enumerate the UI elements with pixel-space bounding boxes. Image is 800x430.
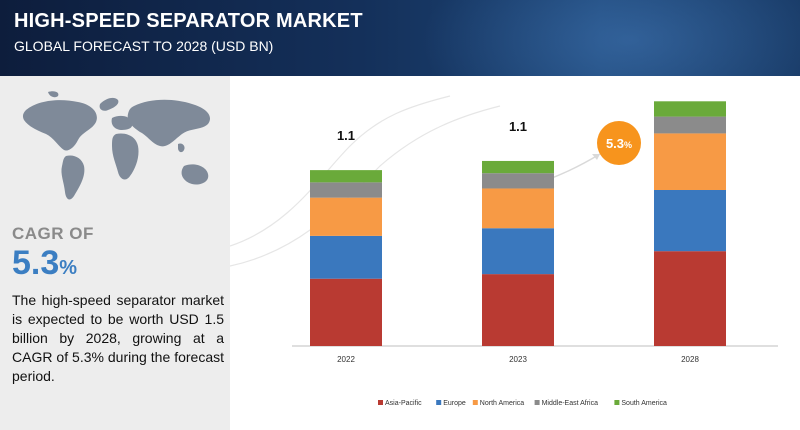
page-subtitle: GLOBAL FORECAST TO 2028 (USD BN): [14, 38, 274, 54]
legend-swatch-middle-east-africa: [534, 400, 540, 405]
growth-arrow-head: [592, 154, 600, 160]
chart-legend: Asia-Pacific Europe North America Middle-Ea…: [378, 400, 667, 407]
bar-2023-south-america: [482, 160, 554, 174]
legend-label-asia-pacific: Asia-Pacific: [385, 400, 422, 407]
cagr-badge-value: 5.3: [606, 136, 624, 151]
legend-label-south-america: South America: [621, 400, 667, 407]
cagr-badge-unit: %: [624, 140, 632, 150]
cagr-badge-label: 5.3%: [606, 136, 632, 151]
legend-label-europe: Europe: [443, 400, 466, 407]
legend-swatch-asia-pacific: [378, 400, 383, 405]
tick-labels-group: 2022 2023 2028: [337, 355, 699, 364]
decorative-swooshes: [230, 95, 501, 267]
bar-2022-middle-east-africa: [310, 182, 382, 198]
legend-label-north-america: North America: [480, 400, 524, 407]
market-summary-text: The high-speed separator market is expec…: [12, 292, 224, 384]
header-banner: HIGH-SPEED SEPARATOR MARKET GLOBAL FOREC…: [0, 0, 800, 76]
page-title: HIGH-SPEED SEPARATOR MARKET: [14, 10, 363, 32]
world-map-icon: [22, 91, 211, 200]
header-glow: [420, 0, 800, 76]
bar-2023-north-america: [482, 188, 554, 229]
bar-2023-middle-east-africa: [482, 173, 554, 189]
cagr-badge: 5.3%: [597, 121, 641, 165]
bar-2023-asia-pacific: [482, 274, 554, 346]
cagr-number: 5.3: [12, 244, 60, 282]
cagr-badge-circle: [597, 121, 641, 165]
cagr-value: 5.3%: [12, 246, 77, 280]
total-label-2022: 1.1: [337, 128, 355, 143]
bar-2028-middle-east-africa: [654, 116, 726, 134]
x-tick-label-2023: 2023: [509, 355, 527, 364]
x-tick-label-2022: 2022: [337, 355, 355, 364]
legend-label-middle-east-africa: Middle-East Africa: [542, 400, 599, 407]
bar-2022-asia-pacific: [310, 278, 382, 346]
total-labels-group: 1.11.11.5: [337, 119, 527, 143]
bar-2028-europe: [654, 190, 726, 252]
cagr-unit: %: [59, 257, 78, 279]
legend-swatch-north-america: [472, 400, 478, 405]
bar-2022-south-america: [310, 170, 382, 183]
bar-2022-europe: [310, 235, 382, 279]
legend-swatch-europe: [436, 400, 442, 405]
legend-swatch-south-america: [614, 400, 620, 405]
bar-2023-europe: [482, 228, 554, 275]
bar-2022-north-america: [310, 197, 382, 236]
total-label-2023: 1.1: [509, 119, 527, 134]
bars-group: [310, 101, 726, 346]
left-info-panel: CAGR OF 5.3% The high-speed separator ma…: [0, 76, 230, 430]
x-tick-label-2028: 2028: [681, 355, 699, 364]
cagr-label: CAGR OF: [12, 224, 94, 243]
bar-2028-south-america: [654, 101, 726, 117]
bar-2028-north-america: [654, 133, 726, 190]
bar-2028-asia-pacific: [654, 251, 726, 346]
